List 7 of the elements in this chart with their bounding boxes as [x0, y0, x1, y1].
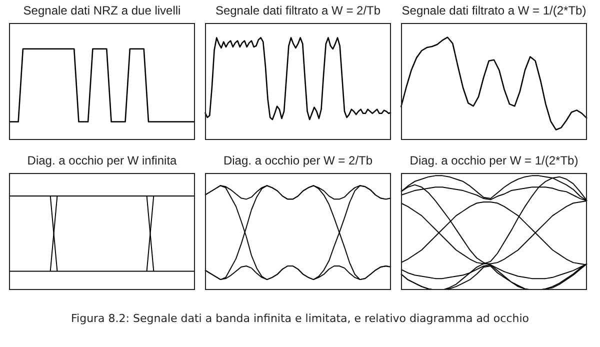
chart-title: Segnale dati NRZ a due livelli	[23, 4, 181, 18]
chart-title: Segnale dati filtrato a W = 2/Tb	[215, 4, 381, 18]
text: Figura 8.2: Segnale dati a banda infinita e limitata, e relativo diagramma ad occhio	[70, 312, 530, 325]
chart-title: Diag. a occhio per W infinita	[27, 154, 178, 168]
chart-title: Segnale dati filtrato a W = 1/(2*Tb)	[402, 4, 586, 18]
chart-title: Diag. a occhio per W = 1/(2*Tb)	[410, 154, 578, 168]
chart-title: Diag. a occhio per W = 2/Tb	[223, 154, 373, 168]
